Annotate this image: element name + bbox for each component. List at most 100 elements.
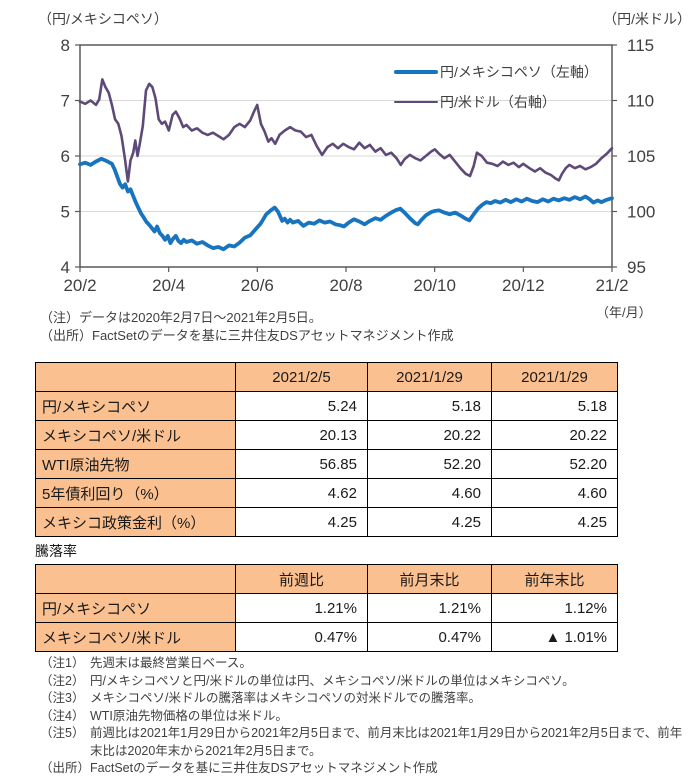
footnote-text: メキシコペソ/米ドルの騰落率はメキシコペソの対米ドルでの騰落率。 [90, 691, 481, 705]
cell-value: 0.47% [235, 622, 368, 652]
left-axis-tick-label: 5 [61, 203, 70, 222]
table-row-wti: WTI原油先物 56.85 52.20 52.20 [35, 449, 618, 479]
right-axis-tick-label: 110 [627, 92, 654, 111]
right-axis-tick-label: 105 [627, 147, 655, 166]
jpy-mxn-line-swatch [394, 70, 438, 74]
col-header-date-3: 2021/1/29 [491, 362, 618, 392]
footnote-source: （出所） FactSetのデータを基に三井住友DSアセットマネジメント作成 [40, 760, 688, 778]
corner-cell [35, 564, 236, 594]
table-row-jpy-mxn: 円/メキシコペソ 5.24 5.18 5.18 [35, 391, 618, 421]
cell-value: 20.13 [235, 420, 368, 450]
row-label: 円/メキシコペソ [35, 391, 236, 421]
chart-legend: 円/メキシコペソ（左軸） 円/米ドル（右軸） [394, 57, 598, 117]
cell-value: 20.22 [367, 420, 492, 450]
footnote-4: （注4） WTI原油先物価格の単位は米ドル。 [40, 708, 688, 726]
table-row-jpy-mxn-change: 円/メキシコペソ 1.21% 1.21% 1.12% [35, 593, 618, 623]
left-axis-unit-label: （円/メキシコペソ） [38, 11, 168, 27]
cell-value: 4.62 [235, 478, 368, 508]
x-axis-tick-label: 20/2 [63, 276, 96, 295]
col-header-mom: 前月末比 [367, 564, 492, 594]
col-header-wow: 前週比 [235, 564, 368, 594]
table-row-5y-yield: 5年債利回り（%） 4.62 4.60 4.60 [35, 478, 618, 508]
cell-value: 5.18 [491, 391, 618, 421]
jpy-usd-line-swatch [394, 100, 438, 104]
footnote-5: （注5） 前週比は2021年1月29日から2021年2月5日まで、前月末比は20… [40, 725, 688, 760]
series-line-jpy-usd [78, 78, 614, 183]
left-axis-tick-label: 6 [61, 147, 70, 166]
row-label: 円/メキシコペソ [35, 593, 236, 623]
cell-value: 5.24 [235, 391, 368, 421]
left-axis-tick-label: 7 [61, 92, 70, 111]
row-label: メキシコペソ/米ドル [35, 420, 236, 450]
cell-value: 52.20 [367, 449, 492, 479]
legend-item-jpy-usd: 円/米ドル（右軸） [394, 87, 598, 117]
fx-line-chart: 8 7 6 5 4 115 110 105 100 95 20/2 20/4 20/6 20/8 20/10… [0, 0, 699, 345]
row-label: メキシコ政策金利（%） [35, 507, 236, 537]
cell-value: 1.21% [235, 593, 368, 623]
footnote-1: （注1） 先週末は最終営業日ベース。 [40, 655, 688, 673]
footnote-text: WTI原油先物価格の単位は米ドル。 [90, 708, 288, 723]
chart-source: （出所）FactSetのデータを基に三井住友DSアセットマネジメント作成 [40, 328, 454, 343]
x-axis-tick-label: 20/4 [152, 276, 185, 295]
legend-label-jpy-usd: 円/米ドル（右軸） [440, 94, 556, 110]
legend-label-jpy-mxn: 円/メキシコペソ（左軸） [440, 64, 598, 80]
footnote-label: （注1） [40, 656, 85, 670]
footnote-3: （注3） メキシコペソ/米ドルの騰落率はメキシコペソの対米ドルでの騰落率。 [40, 690, 688, 708]
cell-value: 56.85 [235, 449, 368, 479]
footnote-label: （注2） [40, 673, 85, 688]
change-table-title: 騰落率 [35, 543, 77, 559]
footnote-text: FactSetのデータを基に三井住友DSアセットマネジメント作成 [90, 761, 438, 775]
cell-value: 20.22 [491, 420, 618, 450]
table-row-mxn-usd: メキシコペソ/米ドル 20.13 20.22 20.22 [35, 420, 618, 450]
chart-canvas: 8 7 6 5 4 115 110 105 100 95 20/2 20/4 20/6 20/8 20/10… [61, 36, 656, 295]
footnote-label: （出所） [40, 761, 91, 775]
cell-value: 52.20 [491, 449, 618, 479]
right-axis-tick-label: 95 [627, 258, 646, 277]
row-label: 5年債利回り（%） [35, 478, 236, 508]
cell-value: 0.47% [367, 622, 492, 652]
price-table-header-row: 2021/2/5 2021/1/29 2021/1/29 [35, 362, 618, 392]
row-label: WTI原油先物 [35, 449, 236, 479]
footnote-2: （注2） 円/メキシコペソと円/米ドルの単位は円、メキシコペソ/米ドルの単位はメ… [40, 673, 688, 691]
col-header-date-1: 2021/2/5 [235, 362, 368, 392]
footnote-text: 先週末は最終営業日ベース。 [90, 656, 252, 670]
x-axis-tick-label: 20/12 [502, 276, 545, 295]
table-row-mxn-usd-change: メキシコペソ/米ドル 0.47% 0.47% ▲ 1.01% [35, 622, 618, 652]
cell-value: 5.18 [367, 391, 492, 421]
footnotes: （注1） 先週末は最終営業日ベース。 （注2） 円/メキシコペソと円/米ドルの単… [40, 655, 688, 778]
legend-item-jpy-mxn: 円/メキシコペソ（左軸） [394, 57, 598, 87]
chart-note: （注）データは2020年2月7日～2021年2月5日。 [40, 310, 322, 325]
footnote-text: 円/メキシコペソと円/米ドルの単位は円、メキシコペソ/米ドルの単位はメキシコペソ… [90, 673, 575, 688]
cell-value: 1.12% [491, 593, 618, 623]
left-axis-tick-label: 4 [61, 258, 70, 277]
cell-value: 4.60 [367, 478, 492, 508]
cell-value: 4.60 [491, 478, 618, 508]
price-table: 2021/2/5 2021/1/29 2021/1/29 円/メキシコペソ 5.… [35, 362, 618, 537]
x-axis-unit-label: （年/月） [596, 305, 652, 320]
change-table-header-row: 前週比 前月末比 前年末比 [35, 564, 618, 594]
col-header-ytd: 前年末比 [491, 564, 618, 594]
footnote-label: （注3） [40, 691, 85, 705]
right-axis-tick-label: 115 [627, 36, 654, 55]
x-axis-tick-label: 20/10 [413, 276, 456, 295]
cell-value: 4.25 [491, 507, 618, 537]
cell-value: 4.25 [235, 507, 368, 537]
x-axis-tick-label: 20/6 [241, 276, 274, 295]
x-axis-tick-label: 20/8 [329, 276, 362, 295]
right-axis-tick-label: 100 [627, 203, 655, 222]
row-label: メキシコペソ/米ドル [35, 622, 236, 652]
footnote-label: （注5） [40, 726, 85, 740]
corner-cell [35, 362, 236, 392]
series-line-jpy-mxn [78, 156, 614, 252]
change-rate-table: 前週比 前月末比 前年末比 円/メキシコペソ 1.21% 1.21% 1.12%… [35, 564, 618, 652]
cell-value: 1.21% [367, 593, 492, 623]
footnote-text: 前週比は2021年1月29日から2021年2月5日まで、前月末比は2021年1月… [90, 726, 683, 758]
cell-value: ▲ 1.01% [491, 622, 618, 652]
footnote-label: （注4） [40, 708, 85, 723]
col-header-date-2: 2021/1/29 [367, 362, 492, 392]
x-axis-tick-label: 21/2 [595, 276, 628, 295]
table-row-policy-rate: メキシコ政策金利（%） 4.25 4.25 4.25 [35, 507, 618, 537]
right-axis-unit-label: （円/米ドル） [603, 11, 691, 27]
cell-value: 4.25 [367, 507, 492, 537]
